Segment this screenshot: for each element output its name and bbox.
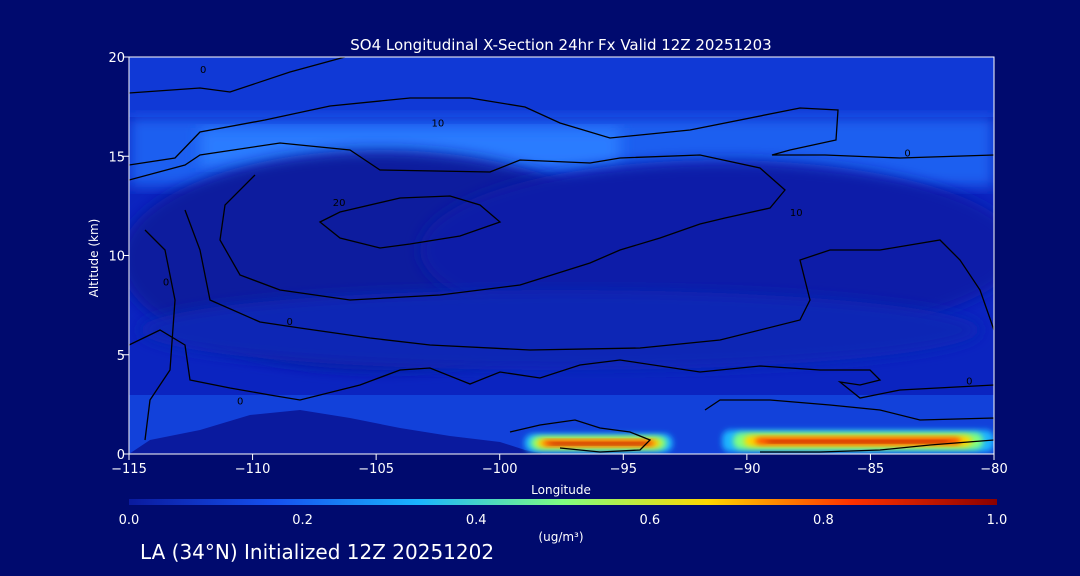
plume-region <box>524 434 673 453</box>
colorbar-ticks: 0.0 0.2 0.4 0.6 0.8 1.0 <box>119 513 1008 528</box>
y-axis: 0 5 10 15 20 <box>108 51 129 463</box>
colorbar-tick-label: 0.0 <box>119 513 140 528</box>
interior-mid <box>140 290 980 370</box>
contour-0-left-edge <box>144 229 176 441</box>
contour-label: 0 <box>200 65 206 76</box>
x-tick-label: −100 <box>482 462 518 477</box>
x-tick-label: −80 <box>980 462 1007 477</box>
x-tick-label: −90 <box>733 462 760 477</box>
x-tick-label: −115 <box>111 462 147 477</box>
colorbar-tick-label: 0.8 <box>813 513 834 528</box>
y-tick-label: 20 <box>108 51 125 66</box>
colorbar-tick-label: 1.0 <box>987 513 1008 528</box>
contour-label: 10 <box>432 118 445 129</box>
contour-20 <box>318 195 502 249</box>
contour-plume-east <box>704 399 994 453</box>
y-tick-label: 5 <box>117 349 125 364</box>
upper-band-top <box>129 57 994 117</box>
colorbar-tick-label: 0.6 <box>639 513 660 528</box>
colorbar-tick-label: 0.2 <box>292 513 313 528</box>
contour-label: 0 <box>966 377 972 388</box>
contour-label: 0 <box>237 396 243 407</box>
plume-region <box>722 430 994 453</box>
colorbar-tick-label: 0.4 <box>466 513 487 528</box>
contour-10-upper <box>129 97 994 166</box>
contour-label: 0 <box>904 148 910 159</box>
x-axis: −115 −110 −105 −100 −95 −90 −85 −80 <box>111 454 1008 477</box>
y-axis-label: Altitude (km) <box>87 219 101 298</box>
colorbar-gradient <box>129 499 997 505</box>
y-tick-label: 10 <box>108 250 125 265</box>
contours <box>129 57 994 453</box>
contour-label: 10 <box>790 208 803 219</box>
y-tick-label: 15 <box>108 150 125 165</box>
contour-label: 0 <box>286 317 292 328</box>
y-tick-label: 0 <box>117 448 125 463</box>
x-axis-label: Longitude <box>531 483 591 497</box>
contour-label: 20 <box>333 198 346 209</box>
colorbar-label: (ug/m³) <box>538 530 583 544</box>
footer-text: LA (34°N) Initialized 12Z 20251202 <box>140 540 495 564</box>
contour-10-mid <box>129 142 786 301</box>
contour-labels: 0 10 20 10 0 0 0 0 0 <box>163 65 973 407</box>
low-value-interior <box>129 150 994 370</box>
contour-0-upper <box>129 57 346 94</box>
contour-plume-west <box>509 419 652 453</box>
chart-title: SO4 Longitudinal X-Section 24hr Fx Valid… <box>350 36 771 54</box>
plume-level <box>765 440 951 443</box>
plume-layer <box>524 430 994 453</box>
x-tick-label: −95 <box>610 462 637 477</box>
plot-area: 0 10 20 10 0 0 0 0 0 <box>129 57 994 454</box>
x-tick-label: −85 <box>857 462 884 477</box>
contour-0-lower <box>129 329 994 401</box>
contour-label: 0 <box>163 277 169 288</box>
colorbar: 0.0 0.2 0.4 0.6 0.8 1.0 (ug/m³) <box>119 499 1008 544</box>
contour-0-mid <box>184 209 994 351</box>
terrain <box>129 410 545 454</box>
plume-level <box>548 442 649 445</box>
x-tick-label: −105 <box>358 462 394 477</box>
x-tick-label: −110 <box>235 462 271 477</box>
